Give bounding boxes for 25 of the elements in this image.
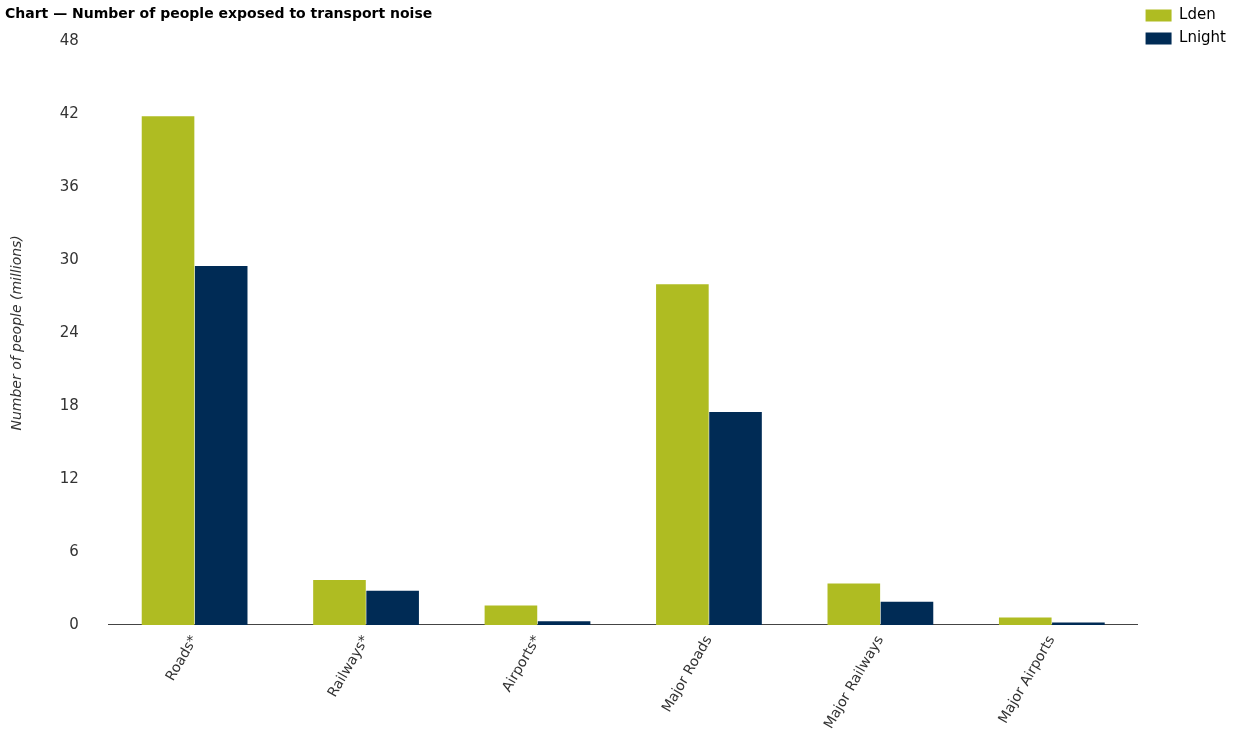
- y-tick-label: 30: [59, 249, 79, 268]
- bar: [484, 605, 538, 625]
- bar: [366, 590, 419, 625]
- y-tick-label: 12: [59, 468, 79, 487]
- bar: [709, 411, 762, 625]
- y-tick-label: 0: [69, 614, 79, 633]
- chart-title: Chart — Number of people exposed to transport noise: [5, 5, 433, 22]
- bar: [1052, 622, 1105, 625]
- bar: [656, 284, 709, 625]
- legend-label: Lden: [1179, 5, 1216, 24]
- y-tick-label: 36: [59, 176, 79, 195]
- y-tick-label: 48: [59, 30, 79, 49]
- legend-label: Lnight: [1179, 28, 1227, 47]
- bar: [880, 601, 934, 625]
- y-tick-label: 6: [69, 541, 79, 560]
- bar: [141, 116, 195, 625]
- bar: [998, 617, 1052, 625]
- y-tick-label: 18: [59, 395, 79, 414]
- bar: [827, 583, 881, 625]
- y-tick-label: 42: [59, 103, 79, 122]
- bar: [537, 621, 591, 625]
- y-axis-title: Number of people (millions): [8, 235, 25, 431]
- y-tick-label: 24: [59, 322, 79, 341]
- bar: [194, 265, 248, 625]
- bar: [313, 579, 366, 625]
